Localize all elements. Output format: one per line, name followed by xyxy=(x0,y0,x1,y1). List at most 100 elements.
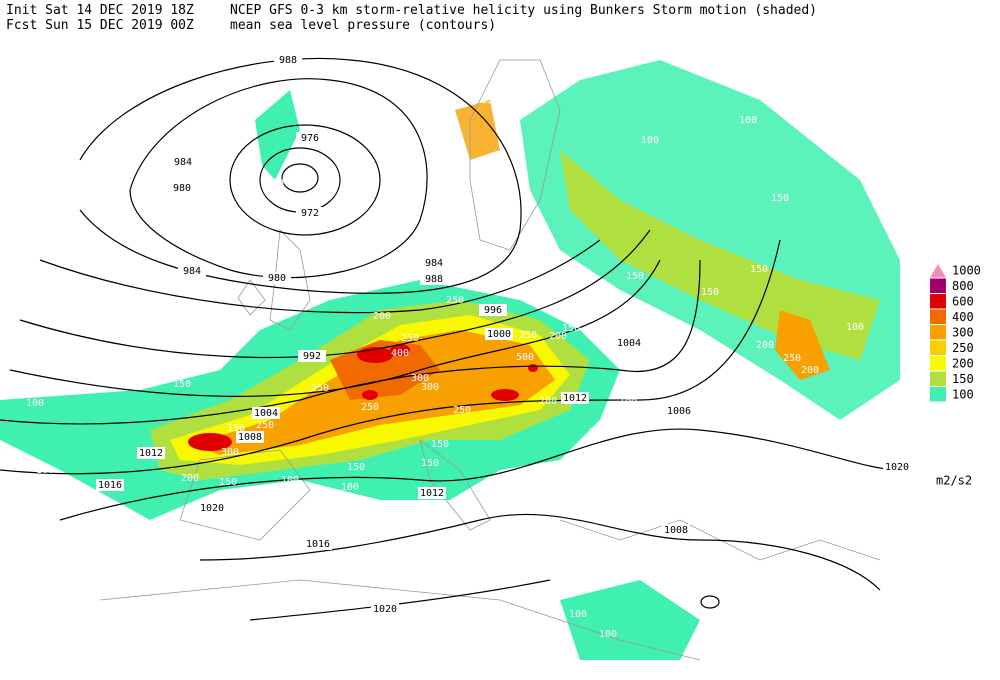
helicity-label: 150 xyxy=(227,423,245,434)
contour-label: 1012 xyxy=(420,488,444,499)
helicity-label: 250 xyxy=(453,405,471,416)
contour-label-bg xyxy=(479,304,507,316)
contour-label-bg xyxy=(169,156,197,168)
contour-label-bg xyxy=(371,603,399,615)
contour-label-bg xyxy=(168,182,196,194)
helicity-label: 250 xyxy=(256,420,274,431)
helicity-label: 100 xyxy=(26,398,44,409)
contour-label-bg xyxy=(420,273,448,285)
helicity-label: 150 xyxy=(626,271,644,282)
contour-label: 1016 xyxy=(306,539,330,550)
helicity-label: 100 xyxy=(619,395,637,406)
contour-label-bg xyxy=(418,487,446,499)
helicity-label: 150 xyxy=(481,95,499,106)
helicity-label: 100 xyxy=(641,135,659,146)
contour-label: 1008 xyxy=(238,432,262,443)
contour-label-bg xyxy=(420,257,448,269)
helicity-label: 100 xyxy=(599,629,617,640)
helicity-label: 200 xyxy=(451,153,469,164)
contour-label-bg xyxy=(178,265,206,277)
helicity-label: 150 xyxy=(750,264,768,275)
contour-label: 984 xyxy=(425,258,443,269)
helicity-label: 150 xyxy=(701,287,719,298)
contour-label-bg xyxy=(615,337,643,349)
forecast-time: Fcst Sun 15 DEC 2019 00Z xyxy=(6,18,194,33)
contour-label: 1006 xyxy=(667,406,691,417)
contour-label: 992 xyxy=(303,351,321,362)
contour-label: 1016 xyxy=(98,480,122,491)
contour-label-bg xyxy=(298,350,326,362)
helicity-label: 150 xyxy=(562,323,580,334)
contour-label: 1020 xyxy=(373,604,397,615)
contour-label-bg xyxy=(236,431,264,443)
helicity-label: 250 xyxy=(519,330,537,341)
contour-label-bg xyxy=(665,405,693,417)
contour-label: 988 xyxy=(279,55,297,66)
legend-label: 600 xyxy=(952,294,974,308)
helicity-label: 250 xyxy=(361,402,379,413)
helicity-label: 150 xyxy=(219,477,237,488)
legend-label: 250 xyxy=(952,341,974,355)
helicity-label: 250 xyxy=(401,333,419,344)
helicity-label: 200 xyxy=(181,473,199,484)
helicity-label: 300 xyxy=(411,373,429,384)
contour-label: 1000 xyxy=(487,329,511,340)
contour-label-bg xyxy=(198,502,226,514)
map-subtitle: mean sea level pressure (contours) xyxy=(230,18,496,33)
helicity-label: 100 xyxy=(446,100,464,111)
map-title: NCEP GFS 0-3 km storm-relative helicity … xyxy=(230,3,817,18)
contour-label: 988 xyxy=(425,274,443,285)
contour-label: 1012 xyxy=(139,448,163,459)
coastlines xyxy=(99,59,881,661)
helicity-label: 200 xyxy=(373,311,391,322)
helicity-label: 100 xyxy=(281,475,299,486)
helicity-label: 200 xyxy=(266,178,284,189)
contour-label-bg xyxy=(296,207,324,219)
contour-label-bg xyxy=(96,479,124,491)
contour-label: 996 xyxy=(484,305,502,316)
contour-label-bg xyxy=(485,328,513,340)
legend-unit: m2/s2 xyxy=(936,474,972,488)
helicity-label: 150 xyxy=(431,439,449,450)
legend-swatch xyxy=(930,309,946,324)
helicity-label: 500 xyxy=(516,352,534,363)
helicity-label: 200 xyxy=(539,396,557,407)
legend-swatch xyxy=(930,264,946,278)
helicity-label: 100 xyxy=(36,465,54,476)
helicity-label: 100 xyxy=(611,457,629,468)
contour-label: 1012 xyxy=(563,393,587,404)
helicity-shading xyxy=(0,60,900,660)
legend-swatch xyxy=(930,325,946,340)
contour-label: 1004 xyxy=(617,338,641,349)
helicity-label: 250 xyxy=(446,295,464,306)
init-time: Init Sat 14 DEC 2019 18Z xyxy=(6,3,194,18)
helicity-label: 100 xyxy=(569,609,587,620)
helicity-label: 250 xyxy=(783,353,801,364)
contour-label: 1004 xyxy=(254,408,278,419)
legend-label: 150 xyxy=(952,372,974,386)
legend-swatch xyxy=(930,294,946,309)
helicity-label: 100 xyxy=(729,420,747,431)
helicity-label: 150 xyxy=(421,458,439,469)
contour-label: 980 xyxy=(268,273,286,284)
helicity-label: 400 xyxy=(391,348,409,359)
legend-swatch xyxy=(930,387,946,402)
legend-label: 100 xyxy=(952,387,974,401)
helicity-label: 100 xyxy=(739,115,757,126)
contour-label-bg xyxy=(137,447,165,459)
contour-label-bg xyxy=(274,54,302,66)
contour-label-bg xyxy=(662,524,690,536)
contour-label: 1020 xyxy=(885,462,909,473)
helicity-label: 200 xyxy=(589,427,607,438)
helicity-label: 150 xyxy=(771,193,789,204)
helicity-label: 100 xyxy=(294,150,312,161)
helicity-label: 200 xyxy=(801,365,819,376)
isobars xyxy=(0,57,901,621)
contour-label-bg xyxy=(561,392,589,404)
contour-label: 984 xyxy=(183,266,201,277)
helicity-label: 100 xyxy=(316,249,334,260)
legend-swatch xyxy=(930,278,946,293)
contour-label-bg xyxy=(296,132,324,144)
